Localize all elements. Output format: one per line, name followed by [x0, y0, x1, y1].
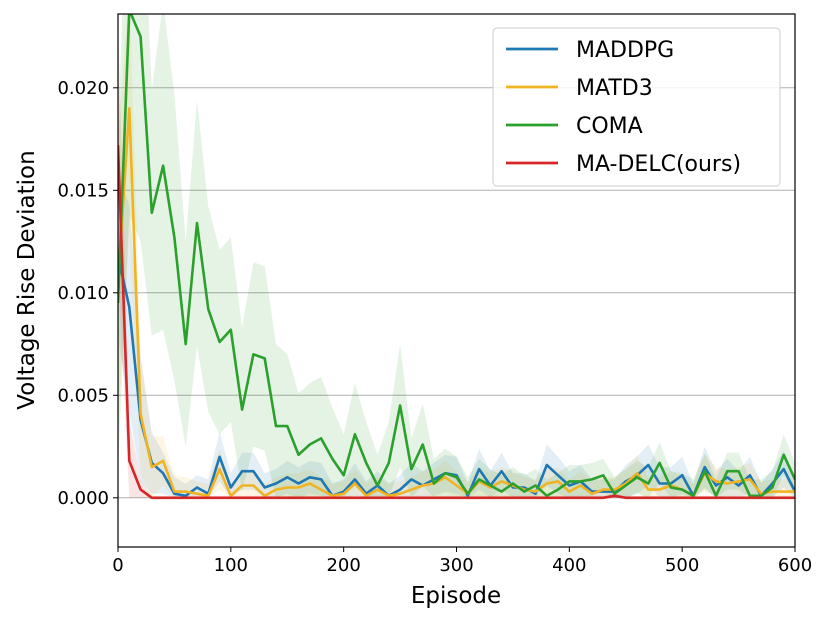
- x-tick-label: 200: [326, 555, 360, 576]
- confidence-bands: [118, 14, 795, 498]
- x-tick-label: 100: [214, 555, 248, 576]
- legend: MADDPG MATD3 COMA MA-DELC(ours): [492, 27, 781, 187]
- x-tick-label: 400: [552, 555, 586, 576]
- line-coma: [118, 14, 795, 498]
- x-tick-label: 500: [665, 555, 699, 576]
- y-tick-label: 0.020: [57, 78, 109, 99]
- x-axis-title: Episode: [411, 583, 501, 609]
- band-coma: [118, 14, 795, 498]
- y-tick-label: 0.005: [57, 385, 109, 406]
- y-tick-label: 0.010: [57, 283, 109, 304]
- legend-label: MADDPG: [576, 38, 674, 63]
- line-ma-delc-ours-: [118, 145, 795, 500]
- x-axis-ticks: 0 100 200 300 400 500 600: [112, 547, 812, 576]
- x-tick-label: 600: [778, 555, 812, 576]
- y-tick-label: 0.000: [57, 488, 109, 509]
- y-axis-ticks: 0.000 0.005 0.010 0.015 0.020: [57, 78, 118, 509]
- y-tick-label: 0.015: [57, 180, 109, 201]
- series-lines: [118, 14, 795, 500]
- legend-label: COMA: [576, 114, 643, 139]
- line-maddpg: [118, 255, 795, 498]
- x-tick-label: 300: [439, 555, 473, 576]
- legend-label: MA-DELC(ours): [576, 152, 741, 177]
- y-axis-title: Voltage Rise Deviation: [14, 150, 40, 409]
- legend-box: [492, 27, 781, 187]
- x-tick-label: 0: [112, 555, 123, 576]
- legend-label: MATD3: [576, 76, 653, 101]
- band-maddpg: [118, 173, 795, 498]
